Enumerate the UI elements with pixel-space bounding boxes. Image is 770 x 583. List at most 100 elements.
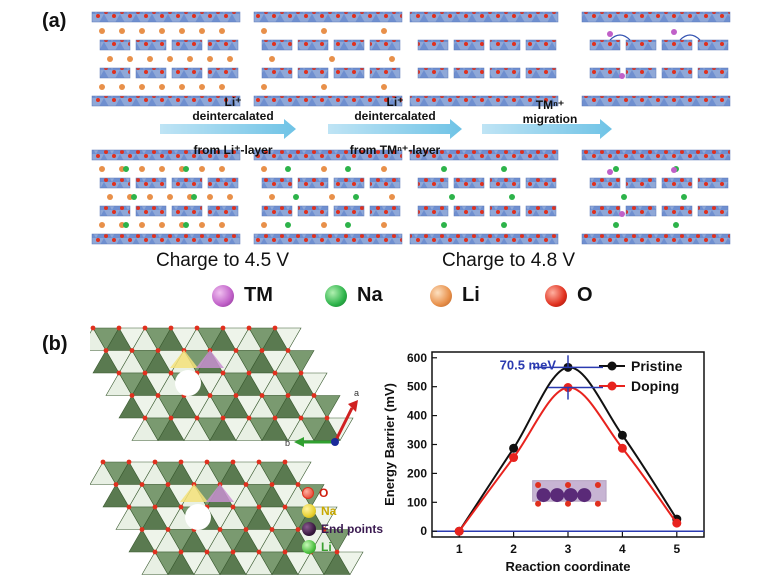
tm-layer-slab [417, 39, 449, 51]
legend-li-label: Li [462, 284, 480, 306]
tm-layer-slab [91, 95, 241, 107]
ion-dot [183, 166, 189, 172]
o-atom [129, 393, 135, 398]
tm-layer-slab [589, 177, 621, 189]
ion-dot [501, 222, 507, 228]
ion-dot [167, 194, 173, 200]
ion-dot [191, 194, 197, 200]
barrier-difference-label: 70.5 meV [500, 357, 557, 372]
o-polyhedron [323, 529, 351, 553]
ion-dot [139, 84, 145, 90]
tm-layer-slab [581, 233, 731, 245]
x-tick-label: 3 [565, 542, 572, 556]
tm-layer-slab [297, 39, 329, 51]
o-atom [246, 415, 252, 421]
o-atom [220, 325, 226, 331]
tm-layer-slab [207, 205, 239, 217]
o-atom [126, 504, 132, 510]
step-3-line2: migration [522, 112, 578, 126]
step-3-label: TMⁿ⁺ migration [505, 98, 595, 126]
tm-layer-slab [297, 205, 329, 217]
ion-dot [613, 166, 619, 172]
tm-layer-slab [417, 205, 449, 217]
ion-dot [321, 28, 327, 34]
ion-dot [199, 28, 205, 34]
axis-a-label: a [354, 388, 359, 398]
o-ball-icon [545, 284, 567, 307]
tm-layer-slab [697, 205, 729, 217]
o-polyhedron [300, 372, 328, 397]
tm-layer-slab [369, 39, 401, 51]
ion-dot [381, 166, 387, 172]
end-point-icon [302, 522, 316, 536]
tm-layer-slab [171, 177, 203, 189]
o-atom [321, 527, 327, 532]
tm-layer-slab [253, 149, 403, 161]
o-atom [230, 549, 236, 555]
ion-dot [619, 73, 625, 79]
ion-dot [167, 56, 173, 62]
step-2-label: Li⁺ deintercalated from TMⁿ⁺-layer [325, 95, 465, 157]
o-atom [233, 393, 239, 398]
step-1-line3: from Li⁺-layer [193, 143, 273, 157]
legend-tm-label: TM [244, 284, 273, 306]
o-atom [142, 325, 148, 331]
ion-dot [261, 84, 267, 90]
tm-layer-slab [261, 39, 293, 51]
o-atom [142, 415, 148, 421]
o-atom [243, 482, 249, 487]
o-atom [126, 459, 132, 465]
tm-layer-slab [625, 177, 657, 189]
step-2-line1: Li⁺ [386, 95, 404, 109]
o-atom [269, 482, 275, 487]
tm-layer-slab [453, 39, 485, 51]
tm-layer-slab [409, 95, 559, 107]
o-atom [194, 325, 200, 331]
tm-layer-slab [297, 177, 329, 189]
o-atom [230, 504, 236, 510]
tm-layer-slab [525, 205, 557, 217]
step-3-line1: TMⁿ⁺ [535, 98, 565, 112]
ion-dot [127, 56, 133, 62]
inset-atom [577, 488, 592, 503]
legend-na: Na [325, 284, 383, 307]
tm-layer-slab [525, 39, 557, 51]
charge-label-45: Charge to 4.5 V [156, 250, 290, 271]
o-atom [272, 415, 278, 421]
step-2-line2: deintercalated [354, 109, 436, 123]
y-tick-label: 600 [407, 351, 427, 365]
tm-layer-slab [525, 67, 557, 79]
tm-layer-slab [261, 67, 293, 79]
ion-dot [389, 194, 395, 200]
step-1-line1: Li⁺ [224, 95, 242, 109]
ion-dot [261, 222, 267, 228]
data-point-pristine [617, 430, 627, 440]
ion-dot [441, 222, 447, 228]
o-atom [230, 459, 236, 465]
tm-layer-slab [253, 233, 403, 245]
tm-layer-slab [625, 205, 657, 217]
tm-layer-slab [135, 177, 167, 189]
ion-dot [607, 31, 613, 37]
tm-layer-slab [333, 67, 365, 79]
tm-layer-slab [417, 177, 449, 189]
tm-layer-slab [697, 177, 729, 189]
ion-dot [107, 194, 113, 200]
legend-marker [607, 381, 617, 391]
sleg-end: End points [302, 522, 383, 536]
data-point-doping [454, 526, 464, 536]
x-tick-label: 5 [673, 542, 680, 556]
ion-dot [179, 28, 185, 34]
o-atom [243, 527, 249, 532]
tm-layer-slab [99, 177, 131, 189]
y-tick-label: 300 [407, 438, 427, 452]
ion-dot [285, 222, 291, 228]
tm-layer-slab [253, 11, 403, 23]
panel-a-label: (a) [42, 10, 67, 32]
x-tick-label: 4 [619, 542, 626, 556]
o-atom [269, 527, 275, 532]
ion-dot [159, 84, 165, 90]
y-tick-label: 500 [407, 380, 427, 394]
ion-dot [619, 211, 625, 217]
ion-dot [381, 28, 387, 34]
